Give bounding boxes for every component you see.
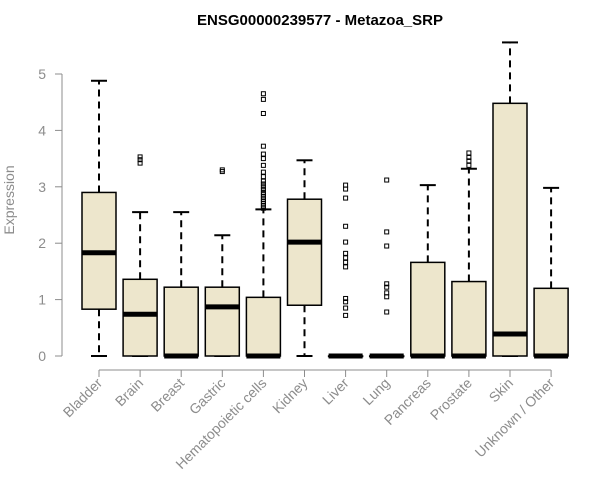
box-pancreas [410,184,446,359]
box-iqr [245,296,282,357]
box-iqr [451,280,487,357]
outlier-point [384,177,390,183]
outlier-point [260,96,266,102]
outlier-point [343,264,349,270]
box-brain [122,154,158,357]
outlier-point [260,174,266,180]
box-iqr [204,286,241,357]
box-skin [492,41,528,357]
outlier-point [384,309,390,315]
box-iqr [286,198,323,306]
outlier-point [343,259,349,265]
y-tick-label: 0 [38,348,46,364]
outlier-point [260,178,266,184]
box-iqr [410,261,446,357]
outlier-point [343,195,349,201]
outlier-point [260,181,266,187]
outlier-point [384,229,390,235]
x-tick-label: Lung [359,375,392,408]
outlier-point [137,160,143,166]
box-breast [163,211,199,359]
y-axis: 0 1 2 3 4 5 [38,66,63,364]
box-iqr [492,102,528,357]
outlier-point [260,169,266,175]
outlier-point [343,239,349,245]
outlier-point [343,182,349,188]
x-tick-label: Kidney [269,375,311,417]
box-lung [368,177,405,359]
box-bladder [81,79,117,357]
outlier-point [343,299,349,305]
outlier-point [137,154,143,160]
outlier-point [343,295,349,301]
outlier-point [260,151,266,157]
boxes [81,41,569,359]
outlier-point [260,91,266,97]
y-axis-label: Expression [1,165,17,234]
outlier-point [343,223,349,229]
outlier-point [466,158,472,164]
outlier-point [466,154,472,160]
chart-title: ENSG00000239577 - Metazoa_SRP [197,12,443,29]
x-tick-label: Bladder [60,375,106,421]
y-tick-label: 4 [38,122,46,138]
box-unknown-other [533,186,569,359]
y-tick-label: 5 [38,66,46,82]
outlier-point [260,143,266,149]
outlier-point [260,189,266,195]
box-iqr [533,287,569,357]
y-tick-label: 1 [38,292,46,308]
outlier-point [384,284,390,290]
outlier-point [384,294,390,300]
outlier-point [343,250,349,256]
x-tick-label: Brain [112,375,146,409]
outlier-point [343,312,349,318]
outlier-point [466,150,472,156]
box-iqr [163,286,199,357]
x-tick-label: Breast [147,375,187,415]
outlier-point [343,255,349,261]
box-prostate [451,150,487,359]
box-gastric [204,167,241,357]
box-liver [327,182,364,359]
outlier-point [466,162,472,168]
outlier-point [219,167,225,173]
box-iqr [122,278,158,357]
x-tick-label: Liver [319,375,352,408]
box-kidney [286,159,323,357]
box-hematopoietic-cells [245,91,282,359]
x-tick-label: Skin [486,375,517,406]
outlier-point [384,290,390,296]
outlier-point [384,243,390,249]
outlier-point [343,305,349,311]
y-tick-label: 2 [38,235,46,251]
outlier-point [260,156,266,162]
outlier-point [343,186,349,192]
outlier-point [137,157,143,163]
outlier-point [260,162,266,168]
x-tick-label: Prostate [427,375,475,423]
outlier-point [260,110,266,116]
y-tick-label: 3 [38,179,46,195]
outlier-point [260,187,266,193]
outlier-point [260,184,266,190]
outlier-point [384,281,390,287]
